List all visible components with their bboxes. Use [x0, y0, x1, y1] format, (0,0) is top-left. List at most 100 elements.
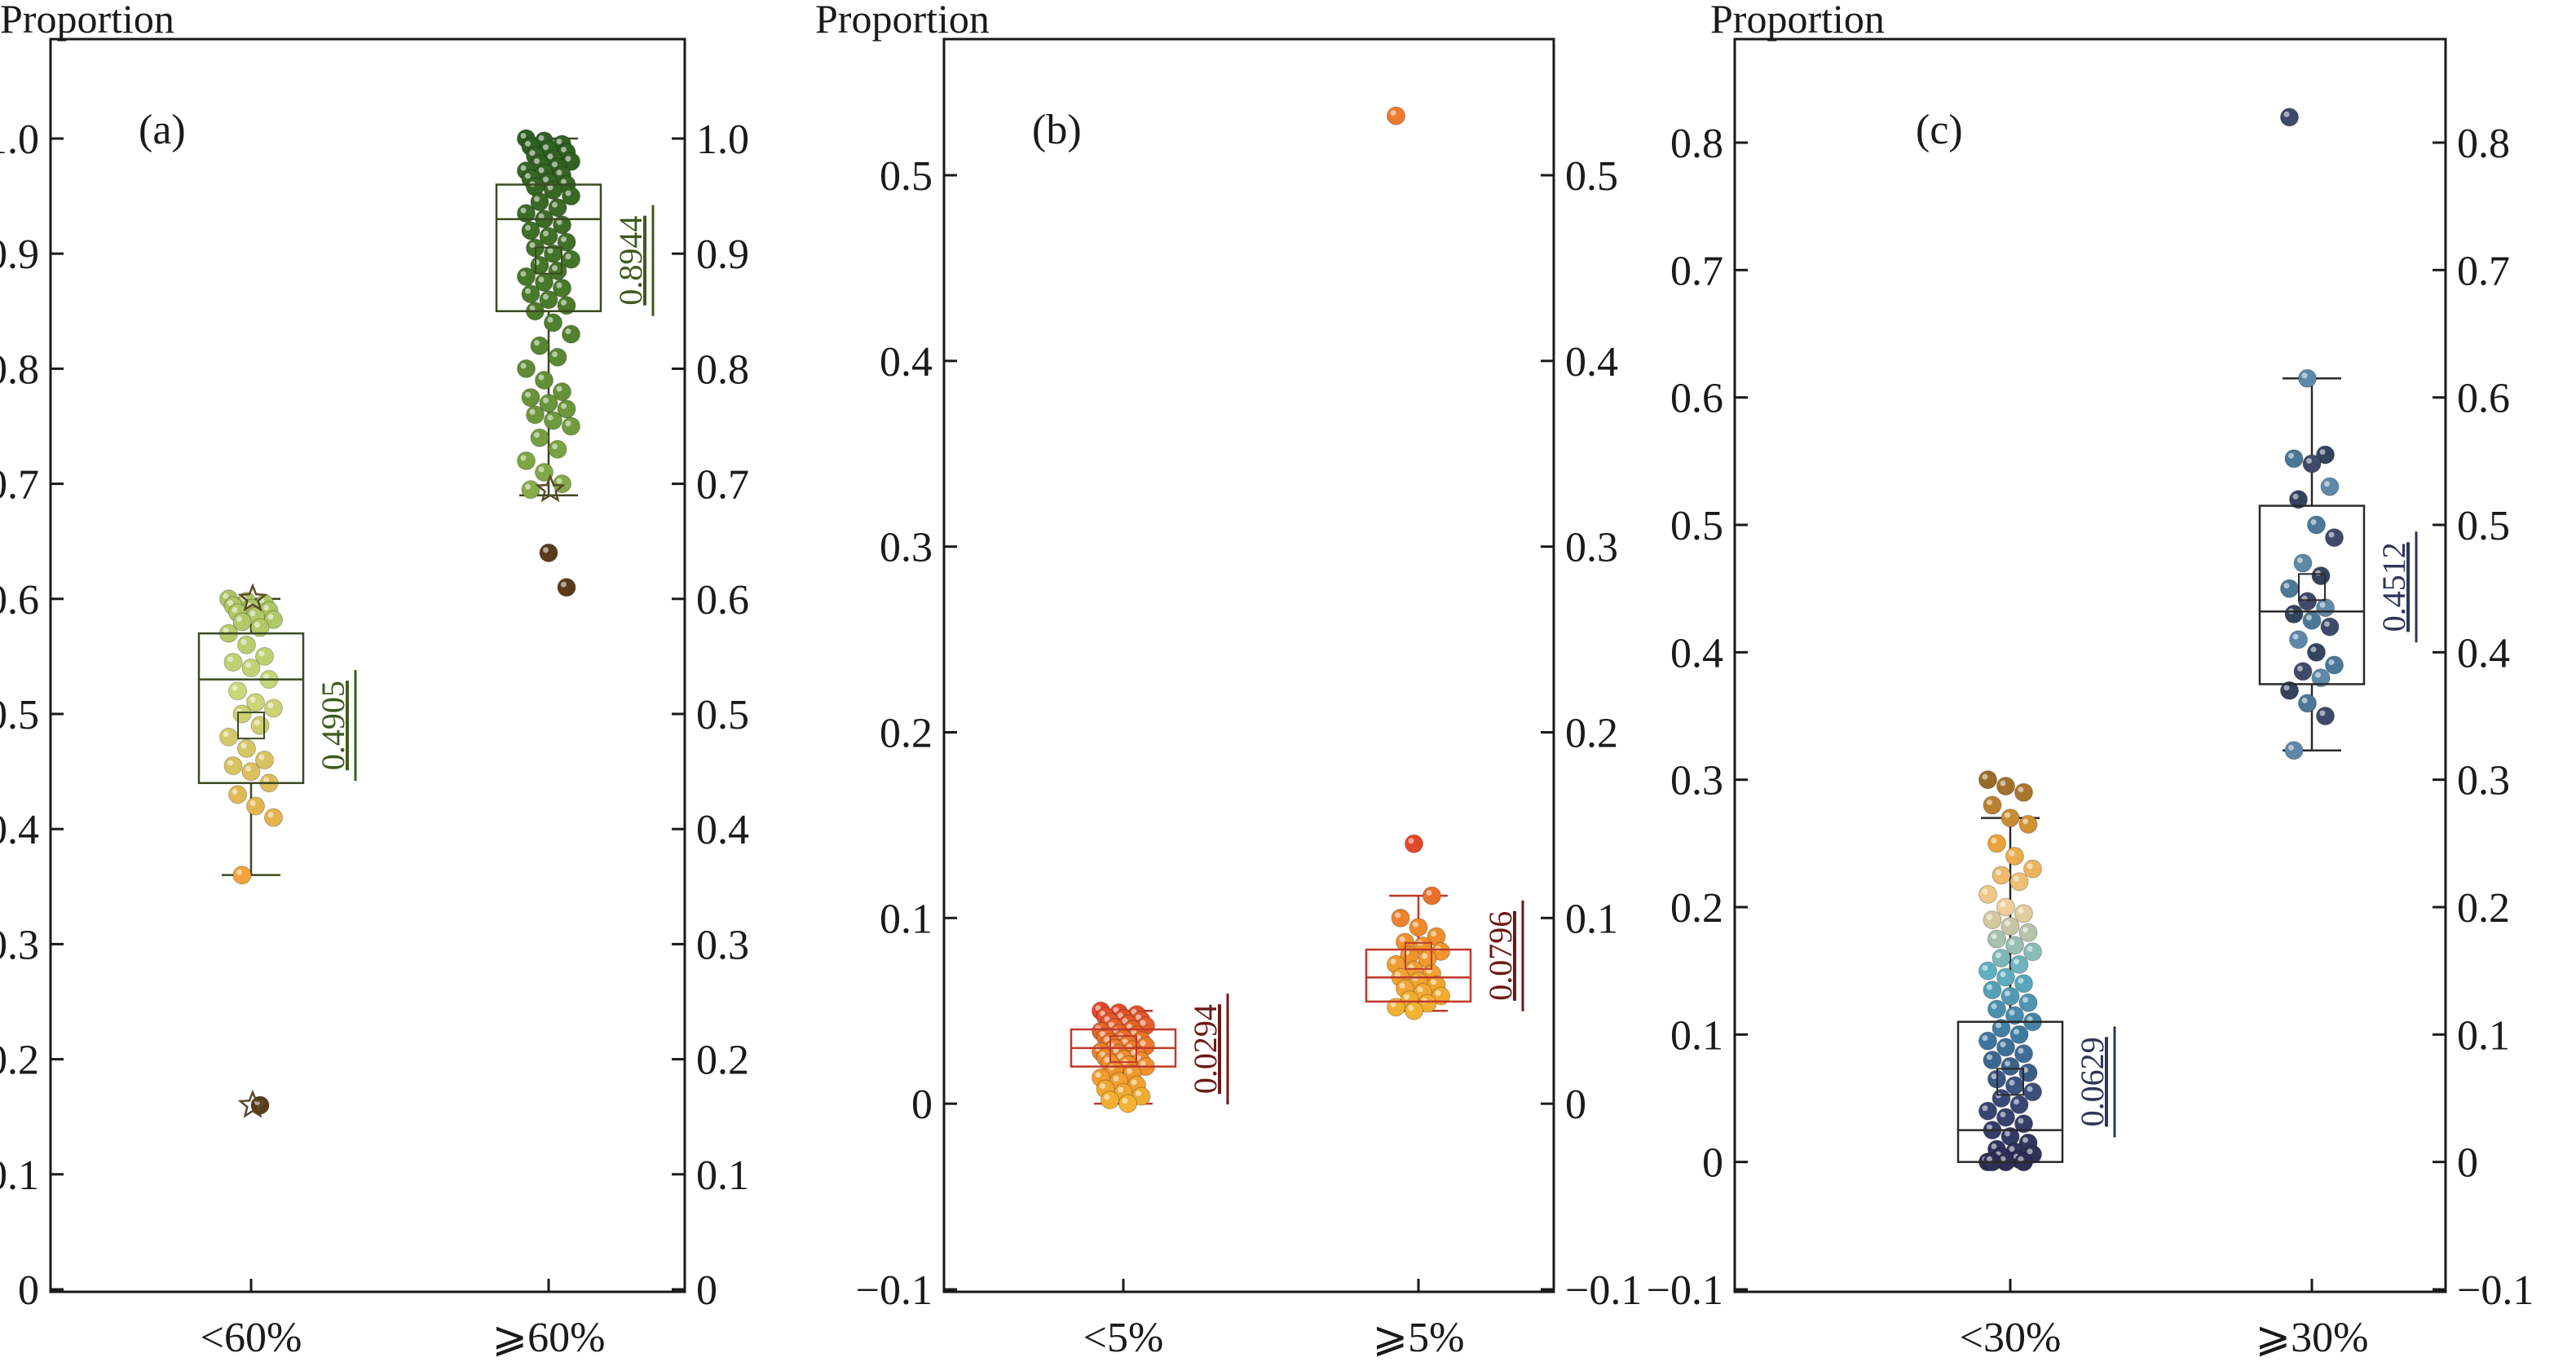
data-point-highlight — [1131, 1049, 1137, 1055]
data-point-highlight — [1104, 1057, 1110, 1064]
data-point-highlight — [534, 158, 540, 165]
data-point — [2316, 598, 2335, 618]
ytick-label-left: 0.8 — [1670, 121, 1723, 167]
data-point-highlight — [552, 161, 558, 168]
ytick-label-left: 0.3 — [880, 525, 933, 571]
data-point — [548, 439, 567, 459]
ytick-label-left: 0.2 — [1670, 885, 1723, 932]
data-point-highlight — [2306, 457, 2312, 464]
data-point — [2018, 1063, 2038, 1082]
data-point-highlight — [1996, 1022, 2001, 1029]
data-point — [1983, 980, 2002, 1000]
panel-tag: (a) — [139, 107, 186, 153]
data-point-highlight — [561, 403, 567, 409]
ytick-label-right: 0.3 — [696, 922, 749, 968]
data-point — [219, 727, 238, 747]
ytick-label-right: 0.8 — [2457, 121, 2510, 167]
data-point — [1405, 1001, 1423, 1020]
data-point-highlight — [258, 650, 265, 657]
ytick-label-left: 0 — [911, 1082, 933, 1128]
data-point — [2280, 579, 2299, 598]
data-point — [232, 704, 252, 724]
data-point-highlight — [538, 134, 545, 141]
data-point-highlight — [1991, 933, 1997, 940]
panel-a: Proportion (a) 0 0 0.1 0.1 0.2 0.2 0.3 0.3 0.4 0.4 0… — [0, 0, 749, 1361]
data-point-highlight — [240, 742, 247, 749]
ytick-label-right: 0.2 — [696, 1038, 749, 1084]
xtick-label: ⩾30% — [2256, 1315, 2369, 1361]
ytick-label-left: 0.4 — [880, 339, 933, 386]
ytick-label-left: −0.1 — [856, 1267, 933, 1314]
data-point — [1992, 866, 2011, 885]
panel-b: Proportion (b) −0.1 −0.1 0 0 0.1 0.1 0.2 0.2 0.3 0.… — [815, 0, 1642, 1361]
data-point — [517, 451, 536, 470]
data-point-highlight — [1982, 888, 1988, 895]
data-point — [264, 808, 283, 827]
data-point-highlight — [1982, 773, 1988, 780]
ytick-label-right: 0 — [1565, 1082, 1586, 1128]
data-point-highlight — [2297, 665, 2303, 672]
data-point — [2018, 993, 2038, 1012]
data-point-highlight — [2009, 939, 2015, 945]
data-point-highlight — [267, 812, 274, 818]
data-point-highlight — [547, 248, 554, 254]
data-point-highlight — [520, 165, 527, 171]
data-point-highlight — [2292, 493, 2299, 500]
data-point-highlight — [525, 483, 531, 490]
data-point-highlight — [232, 685, 238, 691]
star-marker — [535, 474, 566, 503]
ytick-label-left: 0.3 — [0, 922, 39, 968]
data-point-highlight — [1136, 1091, 1141, 1097]
data-point-highlight — [2315, 570, 2321, 576]
data-point-highlight — [263, 604, 269, 610]
data-point-highlight — [2009, 850, 2015, 857]
ytick-label-right: 0.6 — [696, 577, 749, 624]
data-point-highlight — [2000, 901, 2006, 907]
data-point-highlight — [2319, 449, 2326, 456]
median-value-label: 0.4512 — [2375, 542, 2412, 632]
data-point-highlight — [1991, 1003, 1997, 1010]
data-point-highlight — [565, 156, 571, 162]
data-point — [228, 681, 247, 701]
data-point-highlight — [223, 628, 229, 634]
panel-tag: (c) — [1916, 107, 1963, 153]
data-point — [1978, 770, 1997, 790]
data-point-highlight — [223, 731, 229, 738]
data-point-highlight — [2027, 1086, 2033, 1092]
data-point — [232, 866, 252, 885]
data-point-highlight — [2018, 787, 2024, 793]
data-point-highlight — [1390, 110, 1396, 117]
data-point-highlight — [1390, 1001, 1396, 1007]
data-point-highlight — [1136, 1014, 1141, 1020]
xtick-label: <60% — [201, 1315, 302, 1361]
data-point — [1423, 886, 1441, 906]
data-point-highlight — [1104, 1016, 1110, 1022]
y-axis-label: Proportion — [0, 0, 174, 42]
data-point — [2325, 655, 2344, 675]
data-point-highlight — [1435, 990, 1441, 997]
mean-marker — [1996, 1068, 2024, 1096]
data-point-highlight — [1996, 869, 2001, 875]
data-point-highlight — [1404, 994, 1409, 1000]
data-point — [2289, 630, 2308, 650]
ytick-label-right: 0.5 — [1565, 153, 1618, 200]
data-point — [2284, 449, 2304, 469]
mean-marker — [2298, 573, 2326, 601]
data-point — [1983, 910, 2002, 930]
data-point-highlight — [223, 593, 229, 599]
data-point — [539, 543, 558, 562]
data-point-highlight — [538, 276, 545, 283]
data-point-highlight — [1100, 1051, 1105, 1058]
data-point-highlight — [552, 201, 558, 208]
data-point-highlight — [556, 139, 562, 145]
data-point — [223, 652, 243, 672]
data-point-highlight — [2328, 659, 2335, 665]
data-point-highlight — [254, 720, 260, 726]
data-point-highlight — [552, 351, 558, 358]
data-point — [526, 405, 545, 425]
data-point-highlight — [1109, 1021, 1114, 1028]
data-point — [535, 371, 554, 390]
data-point — [1996, 1108, 2015, 1127]
data-point-highlight — [2022, 927, 2028, 933]
data-point-highlight — [2000, 1111, 2006, 1117]
